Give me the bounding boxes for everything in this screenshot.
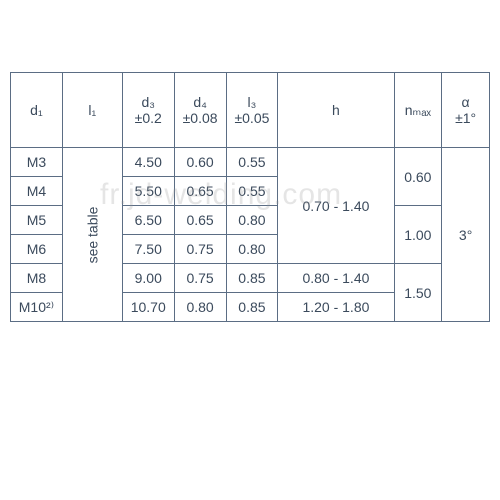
hdr-l3: l₃ ±0.05	[226, 73, 278, 148]
hdr-d4-l2: ±0.08	[183, 110, 218, 126]
cell-h-g1: 0.70 - 1.40	[278, 148, 394, 264]
hdr-d3: d₃ ±0.2	[122, 73, 174, 148]
hdr-d4: d₄ ±0.08	[174, 73, 226, 148]
cell-d4: 0.60	[174, 148, 226, 177]
hdr-d4-l1: d₄	[193, 94, 207, 110]
cell-d3: 7.50	[122, 235, 174, 264]
hdr-nmax: nₘₐₓ	[394, 73, 442, 148]
cell-n-g1: 0.60	[394, 148, 442, 206]
hdr-d3-l2: ±0.2	[135, 110, 162, 126]
hdr-a-l1: α	[462, 94, 470, 110]
hdr-l1: l₁	[62, 73, 122, 148]
cell-n-g3: 1.50	[394, 264, 442, 322]
page-root: d₁ l₁ d₃ ±0.2 d₄ ±0.08 l₃ ±0.05 h nₘₐₓ α…	[0, 0, 500, 500]
hdr-d3-l1: d₃	[141, 94, 155, 110]
cell-d3: 4.50	[122, 148, 174, 177]
cell-d3: 9.00	[122, 264, 174, 293]
cell-h-g3: 1.20 - 1.80	[278, 293, 394, 322]
cell-d4: 0.65	[174, 206, 226, 235]
cell-l3: 0.80	[226, 235, 278, 264]
cell-l3: 0.85	[226, 264, 278, 293]
cell-h-g2: 0.80 - 1.40	[278, 264, 394, 293]
cell-d3: 5.50	[122, 177, 174, 206]
cell-d1: M10²⁾	[11, 293, 63, 322]
hdr-d1: d₁	[11, 73, 63, 148]
spec-table: d₁ l₁ d₃ ±0.2 d₄ ±0.08 l₃ ±0.05 h nₘₐₓ α…	[10, 72, 490, 322]
cell-l3: 0.55	[226, 177, 278, 206]
hdr-h: h	[278, 73, 394, 148]
hdr-l3-l2: ±0.05	[234, 110, 269, 126]
cell-d4: 0.75	[174, 264, 226, 293]
l1-rotated-label: see table	[84, 206, 100, 263]
cell-d1: M4	[11, 177, 63, 206]
hdr-a-l2: ±1°	[455, 110, 476, 126]
cell-l1: see table	[62, 148, 122, 322]
cell-d4: 0.65	[174, 177, 226, 206]
cell-d4: 0.75	[174, 235, 226, 264]
cell-d1: M5	[11, 206, 63, 235]
table-header-row: d₁ l₁ d₃ ±0.2 d₄ ±0.08 l₃ ±0.05 h nₘₐₓ α…	[11, 73, 490, 148]
hdr-l3-l1: l₃	[248, 94, 257, 110]
cell-l3: 0.55	[226, 148, 278, 177]
cell-l3: 0.85	[226, 293, 278, 322]
cell-d1: M6	[11, 235, 63, 264]
cell-a: 3°	[442, 148, 490, 322]
cell-d3: 6.50	[122, 206, 174, 235]
cell-d4: 0.80	[174, 293, 226, 322]
cell-l3: 0.80	[226, 206, 278, 235]
cell-d1: M3	[11, 148, 63, 177]
table-row: M3 see table 4.50 0.60 0.55 0.70 - 1.40 …	[11, 148, 490, 177]
hdr-a: α ±1°	[442, 73, 490, 148]
cell-d1: M8	[11, 264, 63, 293]
cell-d3: 10.70	[122, 293, 174, 322]
cell-n-g2: 1.00	[394, 206, 442, 264]
